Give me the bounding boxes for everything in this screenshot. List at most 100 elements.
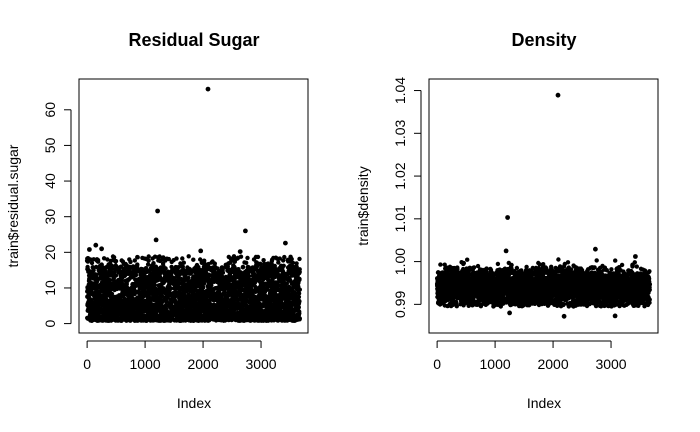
data-point (495, 261, 501, 267)
data-point (209, 283, 214, 288)
data-point (245, 255, 250, 261)
data-point (173, 290, 178, 295)
data-point (251, 271, 257, 276)
data-point (297, 256, 302, 262)
y-tick-label: 60 (42, 102, 58, 118)
data-point (135, 255, 140, 260)
data-point (297, 287, 302, 292)
x-tick-label: 3000 (245, 356, 276, 372)
outlier-point (155, 208, 161, 214)
data-point (161, 255, 166, 260)
data-point (261, 258, 266, 263)
data-point (180, 256, 185, 261)
data-point (255, 254, 261, 260)
data-point (296, 291, 302, 296)
data-point (105, 257, 110, 262)
data-point (281, 263, 286, 268)
data-point (157, 254, 162, 259)
outlier-point (243, 228, 248, 234)
x-tick-label: 2000 (187, 356, 218, 372)
data-point (95, 258, 101, 263)
y-tick-label: 30 (42, 209, 58, 225)
data-point (220, 270, 226, 275)
data-point (89, 260, 95, 266)
data-points (434, 92, 652, 319)
data-point (166, 256, 171, 262)
y-tick-label: 0 (42, 319, 58, 327)
data-point (118, 264, 124, 269)
outlier-point (205, 86, 211, 92)
data-point (186, 275, 191, 281)
data-point (91, 257, 96, 262)
data-point (200, 285, 206, 290)
data-point (113, 258, 119, 264)
x-axis: 0 1000 2000 3000 (83, 340, 277, 372)
x-tick-label: 1000 (130, 356, 161, 372)
data-point (258, 261, 263, 266)
data-point (471, 265, 477, 270)
data-point (146, 258, 151, 263)
data-point (297, 316, 302, 321)
data-point (238, 291, 244, 297)
data-point (145, 262, 151, 267)
data-point (128, 259, 133, 265)
data-point (282, 254, 287, 260)
data-point (113, 273, 119, 278)
outlier-point (198, 248, 204, 254)
data-point (168, 286, 173, 291)
data-point (246, 273, 252, 279)
data-point (109, 291, 115, 296)
panel-residual-sugar: Residual Sugar 0 1000 2000 3000 01020304050… (5, 30, 309, 411)
outlier-point (237, 249, 243, 255)
data-point (164, 299, 169, 304)
data-point (461, 260, 466, 266)
data-point (297, 311, 302, 316)
data-point (146, 254, 151, 259)
data-point (290, 260, 296, 265)
outlier-point (283, 240, 288, 246)
data-point (454, 299, 459, 305)
data-point (198, 257, 203, 262)
data-point (191, 257, 196, 262)
y-axis-label: train$residual.sugar (5, 144, 21, 267)
data-point (107, 278, 113, 283)
y-tick-label: 50 (42, 137, 58, 153)
data-point (132, 258, 137, 263)
data-point (225, 297, 230, 302)
data-point (238, 254, 244, 259)
data-point (244, 260, 249, 265)
x-tick-label: 0 (83, 356, 91, 372)
y-tick-label: 40 (42, 173, 58, 189)
outlier-point (153, 237, 159, 243)
data-point (88, 257, 93, 262)
data-point (181, 260, 186, 265)
chart-title: Density (511, 30, 576, 50)
data-points (84, 86, 302, 323)
outlier-point (99, 246, 104, 252)
outlier-point (87, 247, 92, 252)
data-point (297, 269, 302, 275)
data-point (484, 266, 489, 271)
data-point (297, 276, 302, 282)
data-point (212, 261, 217, 266)
data-point (297, 299, 302, 304)
data-point (135, 262, 140, 267)
data-point (174, 256, 179, 261)
data-point (133, 272, 139, 278)
data-point (152, 282, 157, 288)
data-point (289, 256, 294, 262)
plot-frame (78, 78, 309, 334)
chart-title: Residual Sugar (128, 30, 259, 50)
data-point (111, 255, 117, 260)
data-point (159, 294, 165, 299)
data-point (465, 257, 470, 262)
data-point (151, 261, 156, 266)
x-axis-label: Index (177, 395, 211, 411)
data-point (438, 262, 443, 267)
data-point (101, 256, 107, 261)
data-point (240, 264, 246, 270)
data-point (91, 268, 96, 273)
data-point (143, 266, 149, 271)
